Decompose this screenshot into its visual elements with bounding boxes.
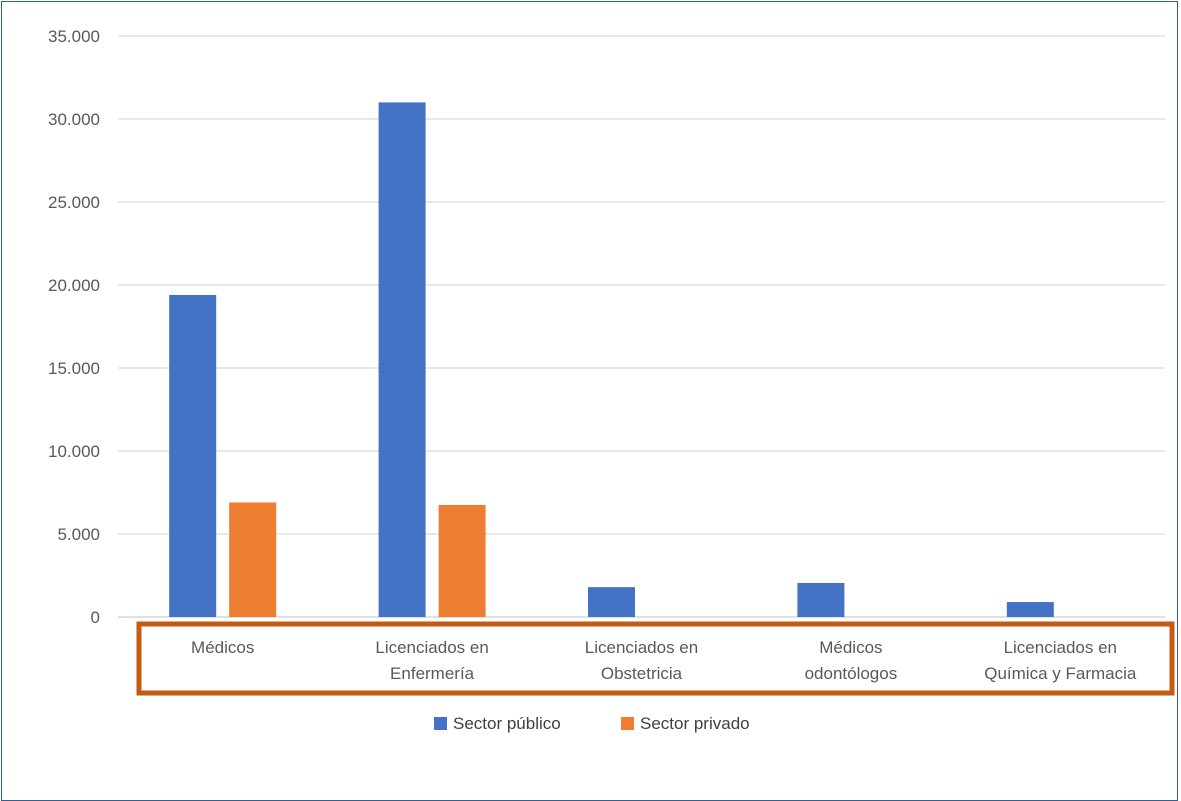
y-tick-label: 25.000 [48,193,100,212]
x-category-label: Química y Farmacia [984,664,1137,683]
legend-swatch [434,717,447,730]
y-tick-label: 35.000 [48,27,100,46]
x-axis-category-labels: Médicos Licenciados en Enfermería Licenciad… [191,638,1137,683]
gridlines [118,35,1165,618]
x-category-label: Médicos [819,638,882,657]
x-category-label: odontólogos [805,664,898,683]
y-tick-label: 15.000 [48,359,100,378]
x-category-label: Licenciados en [585,638,698,657]
y-tick-label: 20.000 [48,276,100,295]
bar-sector-publico [1006,602,1054,617]
bar-sector-publico [588,587,635,617]
x-category-label: Médicos [191,638,254,657]
x-category-label: Enfermería [390,664,475,683]
x-category-label: Licenciados en [375,638,488,657]
y-tick-label: 10.000 [48,442,100,461]
y-tick-label: 30.000 [48,110,100,129]
bar-sector-privado [438,504,486,617]
legend-label: Sector privado [640,714,750,733]
legend-swatch [621,717,634,730]
y-tick-label: 0 [91,608,100,627]
bars [169,102,1054,617]
bar-sector-privado [229,502,277,617]
y-tick-label: 5.000 [57,525,100,544]
category-highlight-box [136,621,1175,696]
bar-chart: 0 5.000 10.000 15.000 20.000 25.000 30.000 35.0… [48,27,1175,733]
bar-sector-publico [169,294,217,617]
bar-sector-publico [797,582,845,617]
legend: Sector público Sector privado [434,714,750,733]
bar-sector-publico [378,102,426,617]
y-axis-ticks: 0 5.000 10.000 15.000 20.000 25.000 30.000 35.0… [48,27,100,627]
x-category-label: Licenciados en [1004,638,1117,657]
legend-label: Sector público [453,714,561,733]
x-category-label: Obstetricia [601,664,683,683]
